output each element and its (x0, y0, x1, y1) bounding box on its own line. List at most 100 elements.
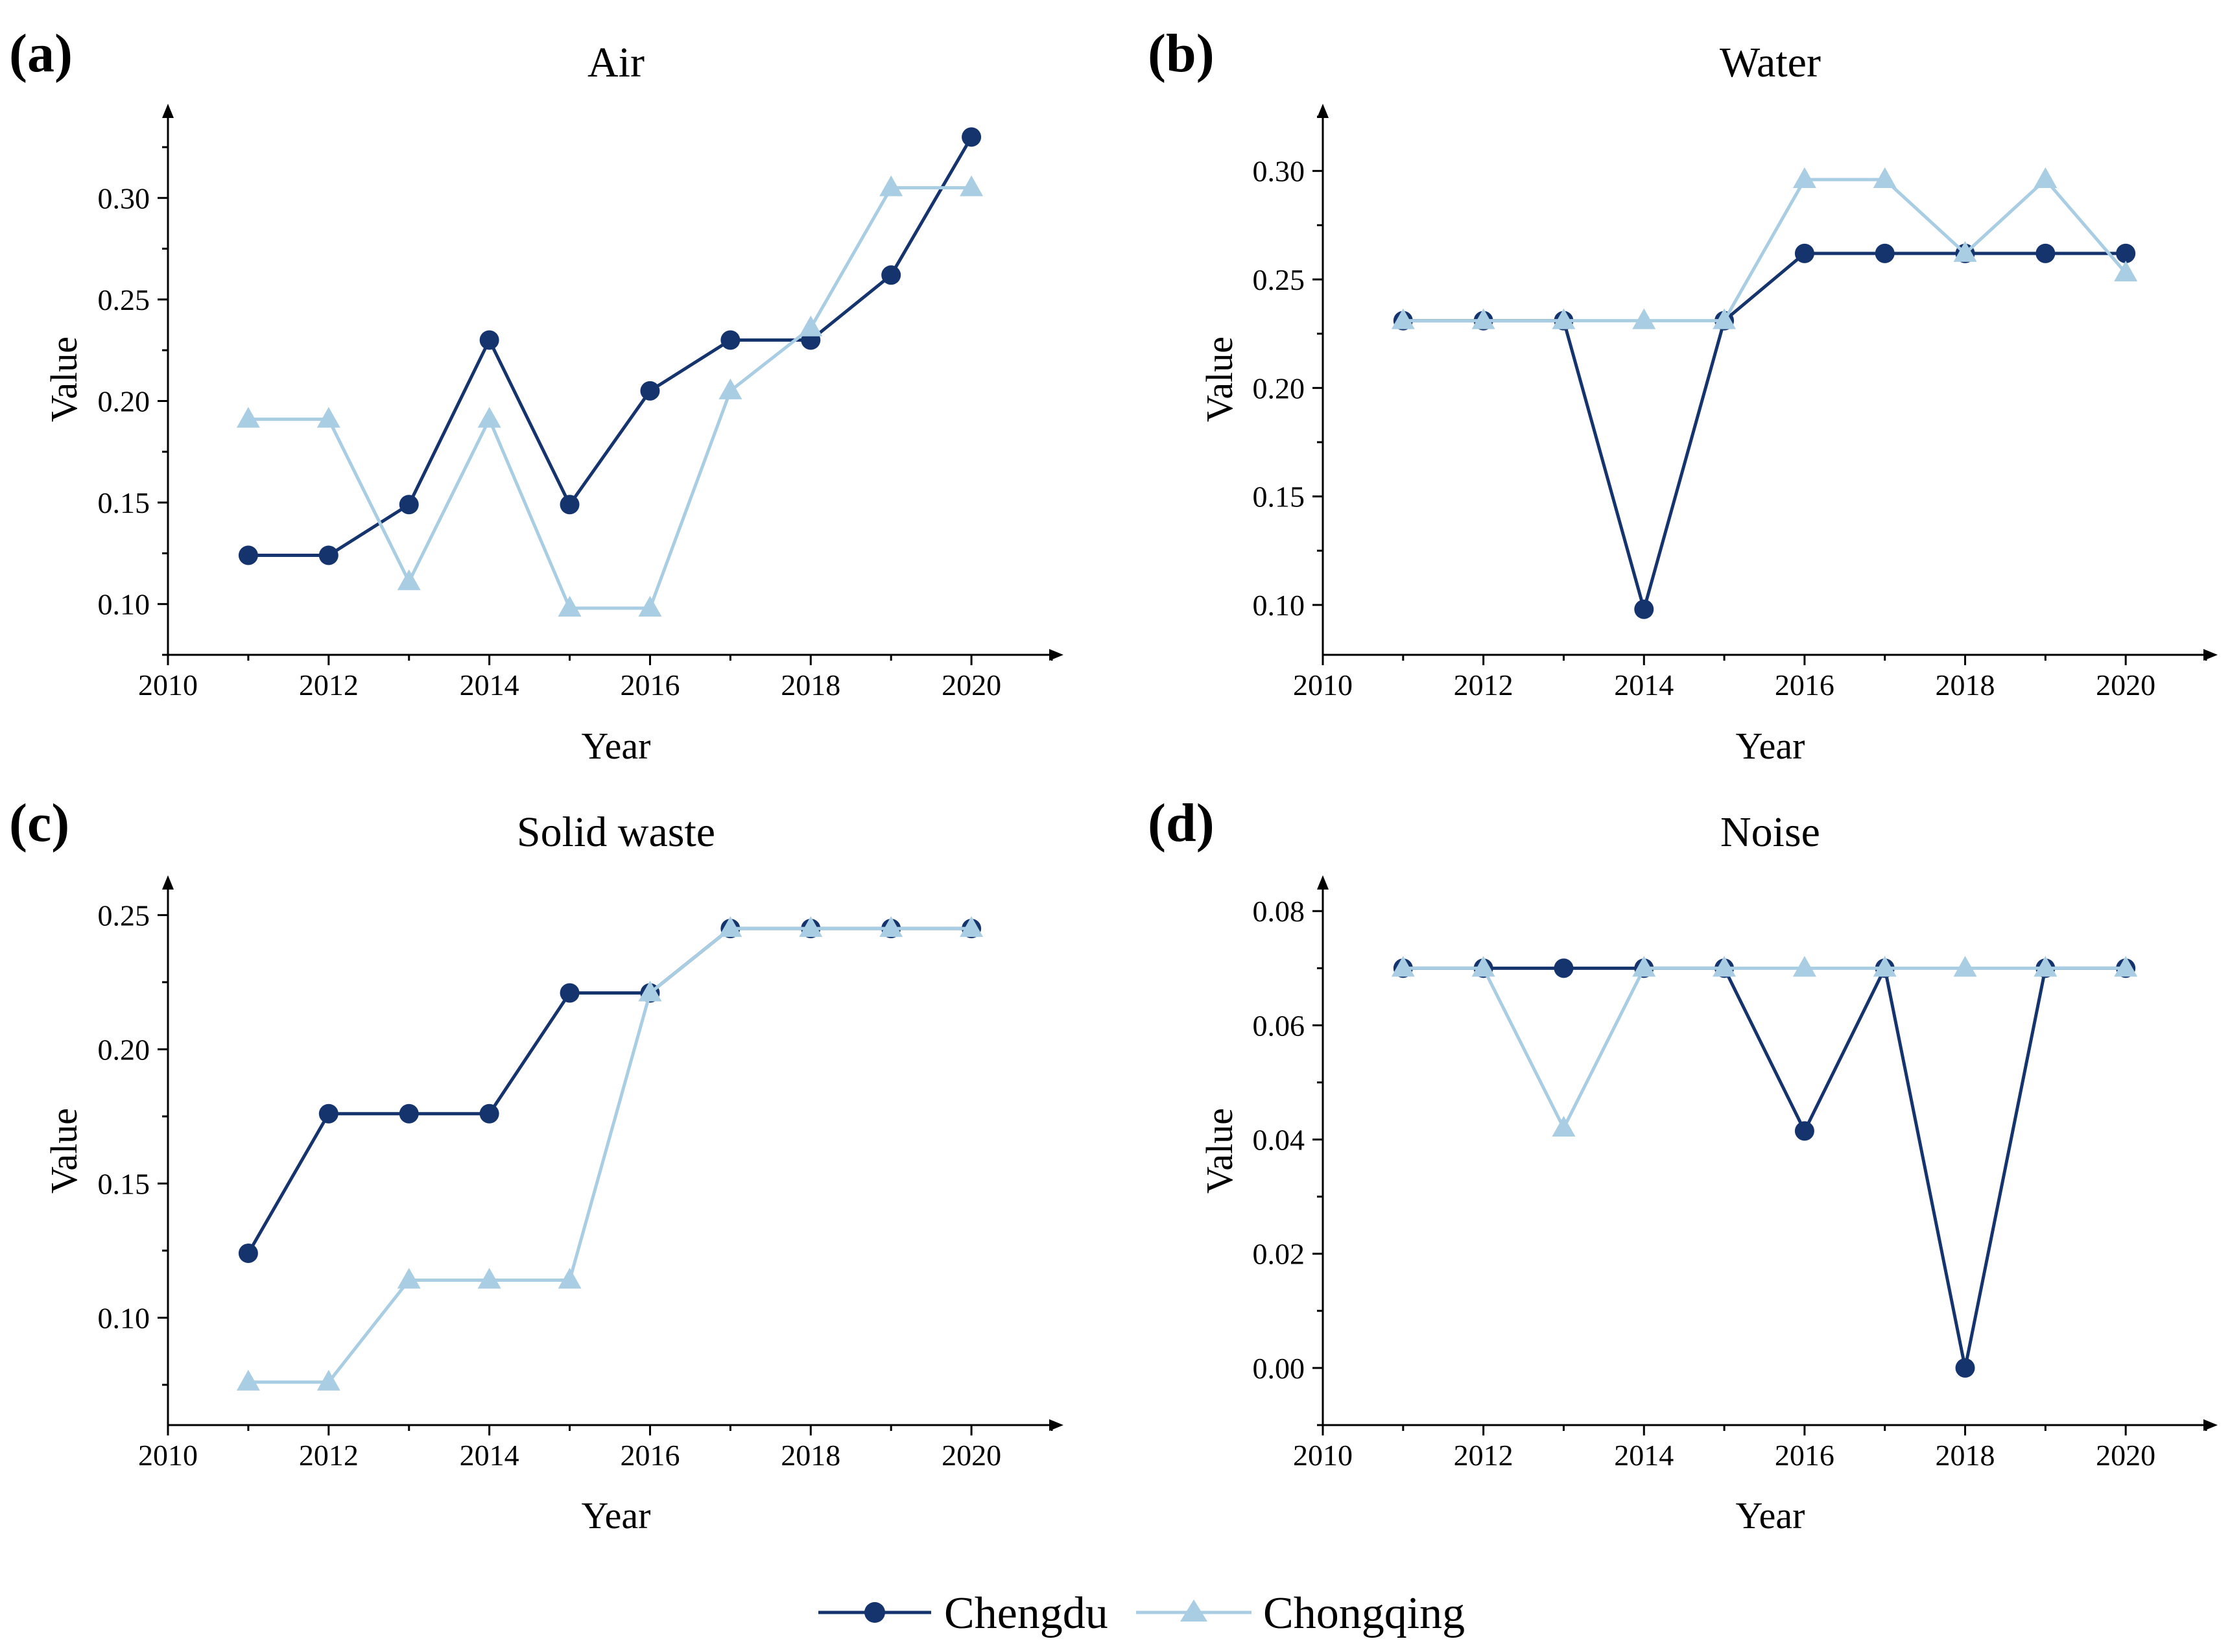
data-point-chongqing (638, 595, 662, 617)
x-tick-label: 2012 (299, 1439, 359, 1472)
panel-letter: (c) (9, 793, 69, 853)
data-point-chengdu (560, 983, 580, 1003)
legend: Chengdu Chongqing (818, 1588, 1465, 1638)
data-point-chongqing (1953, 956, 1977, 977)
data-point-chengdu (1794, 243, 1814, 263)
data-point-chongqing (477, 1268, 501, 1289)
data-point-chongqing (1391, 956, 1415, 977)
data-point-chengdu (2116, 243, 2136, 263)
data-point-chengdu (238, 545, 258, 565)
data-point-chongqing (1632, 956, 1656, 977)
x-tick-label: 2010 (138, 668, 198, 702)
data-point-chengdu (238, 1244, 258, 1264)
y-tick-label: 0.20 (1253, 372, 1305, 405)
x-tick-label: 2018 (781, 668, 840, 702)
x-tick-label: 2016 (620, 1439, 680, 1472)
data-point-chongqing (1713, 956, 1737, 977)
x-tick-label: 2016 (1775, 1439, 1834, 1472)
x-tick-label: 2012 (1454, 1439, 1513, 1472)
data-point-chengdu (479, 1103, 499, 1124)
panel-letter: (b) (1148, 23, 1215, 84)
data-point-chongqing (1632, 308, 1656, 329)
y-axis-title: Value (1198, 336, 1240, 422)
data-point-chengdu (560, 495, 580, 515)
data-point-chongqing (1471, 956, 1495, 977)
y-axis-title: Value (43, 1108, 85, 1194)
x-tick-label: 2014 (460, 668, 519, 702)
x-tick-label: 2012 (299, 668, 359, 702)
data-point-chongqing (879, 916, 903, 938)
legend-chengdu-label: Chengdu (944, 1588, 1108, 1638)
panel-title: Noise (1720, 808, 1820, 856)
data-point-chongqing (1792, 167, 1816, 189)
y-tick-label: 0.08 (1253, 895, 1305, 928)
legend-chengdu-marker (864, 1602, 885, 1623)
data-point-chongqing (236, 407, 260, 428)
y-tick-label: 0.04 (1253, 1124, 1305, 1157)
series-line-chengdu (1403, 963, 2126, 1369)
series-chengdu (238, 127, 982, 565)
data-point-chengdu (2035, 243, 2056, 263)
legend-chongqing-label: Chongqing (1263, 1588, 1465, 1638)
panels: (a) Air 2010 2012 2014 2016 2018 2020 0.10 0.15 0.… (9, 23, 2218, 1537)
x-tick-label: 2020 (2096, 668, 2155, 702)
data-point-chongqing (1471, 308, 1495, 329)
data-point-chengdu (399, 1103, 419, 1124)
chart-panel-3: (c) Solid waste 2010 2012 2014 2016 2018 2020 0.… (9, 793, 1063, 1537)
chart-panel-4: (d) Noise 2010 2012 2014 2016 2018 2020 0.00 0.02… (1148, 793, 2218, 1537)
x-tick-label: 2014 (460, 1439, 519, 1472)
data-point-chongqing (236, 1369, 260, 1391)
y-tick-label: 0.10 (1253, 589, 1305, 622)
data-point-chengdu (1554, 958, 1574, 978)
data-point-chongqing (2114, 956, 2138, 977)
data-point-chengdu (318, 545, 338, 565)
series-line-chengdu (248, 136, 973, 558)
y-tick-label: 0.15 (98, 1167, 150, 1200)
x-tick-label: 2014 (1614, 668, 1674, 702)
series-chongqing (1391, 167, 2138, 329)
data-point-chongqing (1953, 241, 1977, 262)
y-axis-arrow (162, 875, 174, 890)
series-chengdu (238, 919, 982, 1264)
series-line-chongqing (248, 186, 972, 610)
data-point-chongqing (1713, 308, 1737, 329)
series-line-chongqing (248, 926, 972, 1384)
y-axis-title: Value (1198, 1108, 1240, 1194)
data-point-chongqing (397, 1268, 421, 1289)
y-axis-arrow (1317, 104, 1329, 118)
data-point-chongqing (960, 916, 984, 938)
data-point-chengdu (1634, 599, 1654, 619)
y-axis-arrow (1317, 875, 1329, 890)
x-axis-title: Year (582, 1494, 651, 1537)
y-tick-label: 0.02 (1253, 1238, 1305, 1271)
data-point-chengdu (399, 495, 419, 515)
series-line-chengdu (1403, 252, 2126, 616)
y-tick-label: 0.25 (98, 283, 150, 316)
y-tick-label: 0.15 (1253, 480, 1305, 513)
data-point-chongqing (638, 980, 662, 1002)
x-tick-label: 2020 (942, 1439, 1001, 1472)
data-point-chongqing (558, 1268, 582, 1289)
y-tick-label: 0.30 (1253, 155, 1305, 188)
data-point-chongqing (477, 407, 501, 428)
y-tick-label: 0.20 (98, 1033, 150, 1066)
data-point-chongqing (960, 175, 984, 196)
data-point-chongqing (1873, 956, 1897, 977)
panel-letter: (d) (1148, 793, 1215, 853)
series-chongqing (236, 916, 984, 1391)
x-tick-label: 2020 (2096, 1439, 2155, 1472)
y-axis-title: Value (43, 336, 85, 422)
data-point-chongqing (1552, 308, 1576, 329)
series-line-chengdu (246, 926, 972, 1255)
data-point-chengdu (318, 1103, 338, 1124)
x-tick-label: 2012 (1454, 668, 1513, 702)
chart-panel-2: (b) Water 2010 2012 2014 2016 2018 2020 0.10 0.15… (1148, 23, 2218, 767)
y-tick-label: 0.25 (98, 899, 150, 932)
series-line-chongqing (1403, 966, 2126, 1132)
x-tick-label: 2014 (1614, 1439, 1674, 1472)
data-point-chengdu (962, 127, 982, 147)
x-tick-label: 2020 (942, 668, 1001, 702)
data-point-chongqing (316, 1369, 340, 1391)
data-point-chongqing (1792, 956, 1816, 977)
